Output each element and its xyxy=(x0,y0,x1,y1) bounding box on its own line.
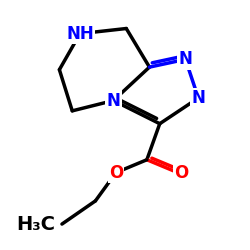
Text: NH: NH xyxy=(66,25,94,43)
Text: N: N xyxy=(106,92,120,110)
Text: H₃C: H₃C xyxy=(16,214,56,234)
Text: O: O xyxy=(174,164,189,182)
Text: O: O xyxy=(109,164,123,182)
Text: N: N xyxy=(192,89,205,107)
Text: N: N xyxy=(178,50,192,68)
